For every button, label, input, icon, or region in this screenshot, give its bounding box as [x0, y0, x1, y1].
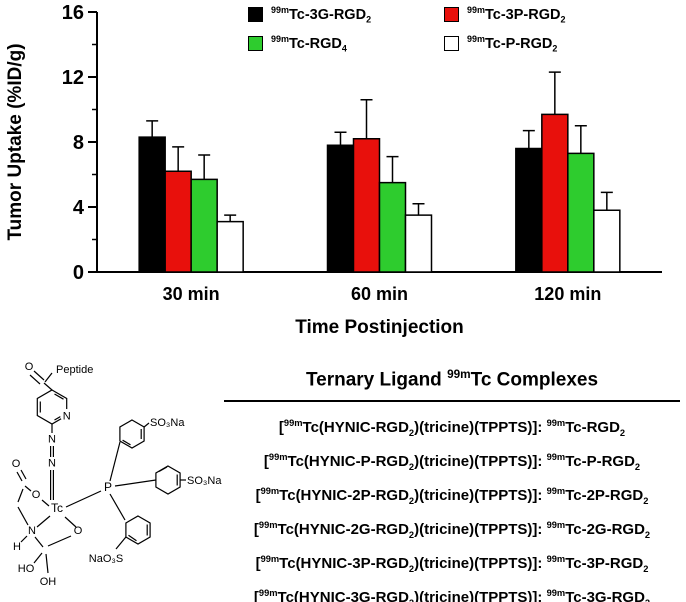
amine-n-label: N	[28, 525, 36, 537]
carboxyl-o-double-label: O	[12, 458, 21, 470]
complex-line: [99mTc(HYNIC-2P-RGD2)(tricine)(TPPTS)]: …	[255, 486, 649, 507]
x-tick-label: 60 min	[351, 284, 408, 304]
pyridine-n-label: N	[63, 411, 71, 423]
bar	[593, 209, 621, 273]
amine-h-label: H	[13, 541, 21, 553]
x-axis-title: Time Postinjection	[295, 317, 464, 338]
legend-item: 99mTc-RGD4	[248, 33, 422, 54]
complex-list: [99mTc(HYNIC-RGD2)(tricine)(TPPTS)]: 99m…	[224, 411, 680, 602]
bar	[326, 144, 355, 273]
legend-item: 99mTc-3G-RGD2	[248, 5, 422, 25]
p-label: P	[104, 480, 112, 494]
title-underline	[224, 400, 680, 403]
legend-item: 99mTc-P-RGD2	[444, 33, 565, 54]
complex-line: [99mTc(HYNIC-2G-RGD2)(tricine)(TPPTS)]: …	[253, 520, 651, 541]
chemical-structure: Peptide O N N N Tc O O N H HO OH O P SO₃…	[12, 361, 223, 588]
azo-n1-label: N	[48, 434, 56, 446]
y-axis-title: Tumor Uptake (%ID/g)	[5, 43, 26, 240]
x-tick-label: 120 min	[534, 284, 601, 304]
bar	[352, 138, 381, 273]
bar-chart: 0 4 8 12 16 30 min 60 min 120 min Time Postinjec…	[5, 2, 662, 338]
so3na-right-label: SO₃Na	[187, 475, 222, 487]
bar	[164, 170, 192, 273]
complex-line: [99mTc(HYNIC-3G-RGD2)(tricine)(TPPTS)]: …	[253, 588, 650, 602]
bar	[404, 214, 433, 273]
bond-lines	[16, 370, 186, 574]
ho-label: HO	[18, 563, 35, 575]
bar	[190, 178, 218, 273]
legend-label: 99mTc-RGD4	[271, 33, 347, 54]
tc-label: Tc	[51, 501, 63, 515]
bar	[567, 152, 595, 273]
bar	[515, 147, 543, 273]
carbonyl-o-label: O	[25, 361, 34, 373]
legend-label: 99mTc-P-RGD2	[467, 33, 558, 54]
chart-legend: 99mTc-3G-RGD2 99mTc-3P-RGD2 99mTc-RGD4 99mT…	[248, 5, 565, 53]
legend-label: 99mTc-3G-RGD2	[271, 5, 372, 25]
complexes-title: Ternary Ligand 99mTc Complexes	[305, 368, 599, 391]
tumor-uptake-chart: 0 4 8 12 16 30 min 60 min 120 min Time Postinjec…	[5, 2, 662, 338]
peptide-label: Peptide	[56, 364, 93, 376]
bar	[378, 181, 407, 273]
y-tick-label: 0	[73, 262, 84, 284]
complex-line: [99mTc(HYNIC-P-RGD2)(tricine)(TPPTS)]: 9…	[263, 452, 641, 473]
complex-line: [99mTc(HYNIC-RGD2)(tricine)(TPPTS)]: 99m…	[278, 418, 626, 439]
y-tick-label: 12	[62, 67, 84, 89]
bar	[541, 113, 569, 273]
oh-label: OH	[40, 576, 57, 588]
alkoxide-o-label: O	[74, 525, 83, 537]
legend-label: 99mTc-3P-RGD2	[467, 5, 566, 25]
so3na-top-label: SO₃Na	[150, 417, 185, 429]
phenyl-ring-top	[119, 419, 150, 449]
legend-swatch	[444, 36, 459, 52]
legend-swatch	[248, 36, 263, 52]
x-tick-label: 30 min	[163, 284, 220, 304]
y-tick-label: 4	[73, 197, 85, 219]
bar	[216, 220, 244, 273]
atom-labels: Peptide O N N N Tc O O N H HO OH O P SO₃…	[12, 361, 223, 588]
legend-swatch	[248, 7, 263, 23]
phenyl-ring-right	[155, 465, 186, 495]
legend-swatch	[444, 7, 459, 23]
complexes-panel: Ternary Ligand 99mTc Complexes [99mTc(HY…	[224, 366, 680, 602]
legend-item: 99mTc-3P-RGD2	[444, 5, 565, 25]
complex-line: [99mTc(HYNIC-3P-RGD2)(tricine)(TPPTS)]: …	[255, 554, 649, 575]
carboxyl-o-bridge-label: O	[32, 489, 41, 501]
phenyl-ring-bottom	[115, 515, 151, 550]
y-tick-label: 16	[62, 2, 84, 24]
azo-n2-label: N	[48, 458, 56, 470]
nao3s-bottom-label: NaO₃S	[89, 553, 123, 565]
bottom-panel: Peptide O N N N Tc O O N H HO OH O P SO₃…	[0, 352, 686, 602]
bar	[138, 136, 166, 273]
y-tick-label: 8	[73, 132, 84, 154]
